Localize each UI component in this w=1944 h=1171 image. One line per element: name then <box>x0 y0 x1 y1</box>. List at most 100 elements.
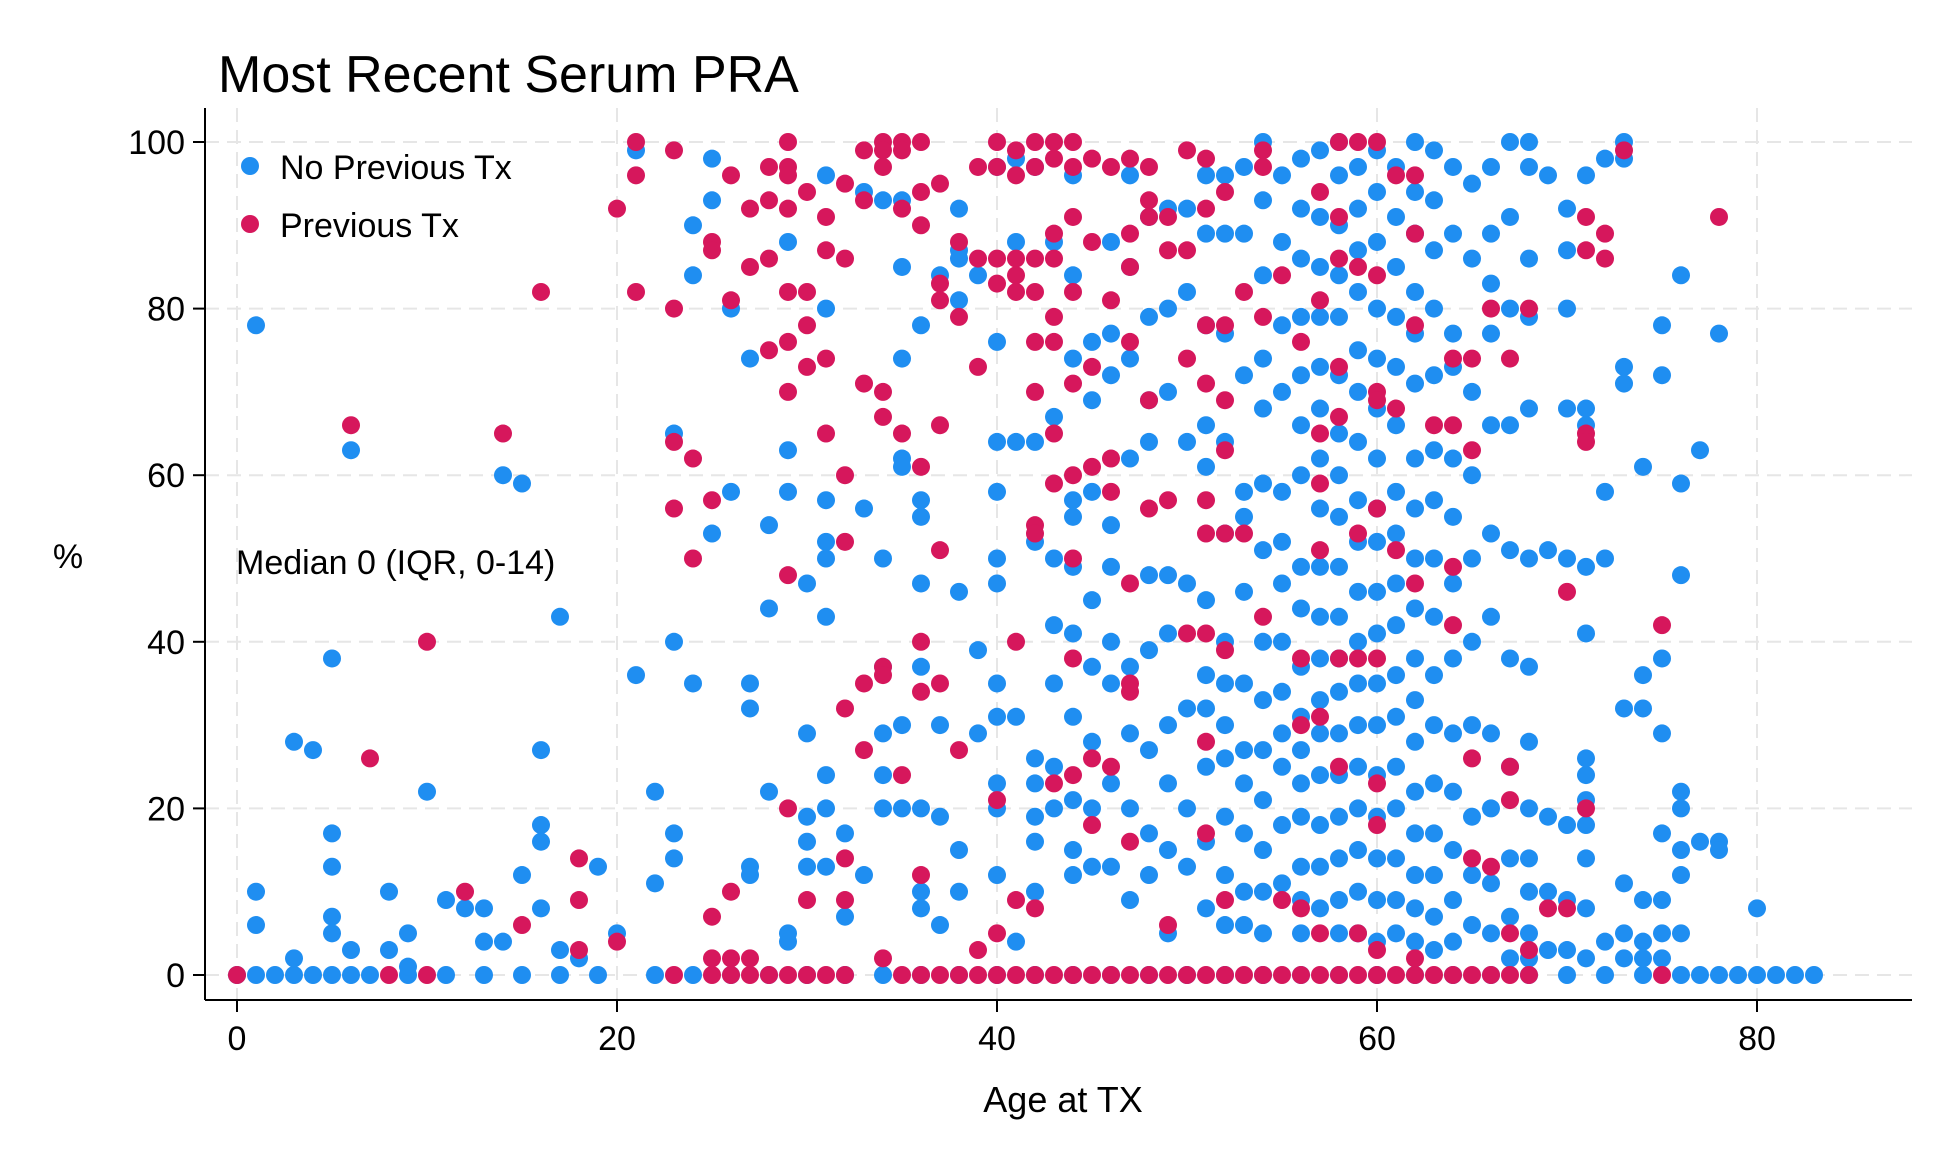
point-no-previous-tx <box>1045 757 1063 776</box>
point-no-previous-tx <box>1653 316 1671 335</box>
point-no-previous-tx <box>1121 724 1139 743</box>
point-no-previous-tx <box>1425 666 1443 685</box>
point-previous-tx <box>627 166 645 185</box>
point-no-previous-tx <box>1425 366 1443 385</box>
point-previous-tx <box>931 541 949 560</box>
point-no-previous-tx <box>1330 466 1348 485</box>
point-no-previous-tx <box>1273 724 1291 743</box>
point-previous-tx <box>1387 966 1405 984</box>
point-previous-tx <box>703 491 721 510</box>
point-no-previous-tx <box>1064 707 1082 726</box>
point-previous-tx <box>1235 524 1253 543</box>
point-previous-tx <box>1235 282 1253 301</box>
point-previous-tx <box>1007 166 1025 185</box>
point-no-previous-tx <box>247 316 265 335</box>
point-no-previous-tx <box>1216 224 1234 243</box>
point-no-previous-tx <box>874 799 892 818</box>
point-no-previous-tx <box>475 932 493 951</box>
point-no-previous-tx <box>1672 266 1690 285</box>
legend-marker-previous <box>241 215 259 233</box>
point-no-previous-tx <box>798 724 816 743</box>
point-previous-tx <box>779 566 797 585</box>
point-previous-tx <box>1197 524 1215 543</box>
point-previous-tx <box>1368 966 1386 984</box>
point-previous-tx <box>1197 199 1215 218</box>
point-no-previous-tx <box>722 482 740 501</box>
point-no-previous-tx <box>1577 749 1595 768</box>
point-no-previous-tx <box>475 966 493 984</box>
point-no-previous-tx <box>1197 224 1215 243</box>
point-no-previous-tx <box>684 966 702 984</box>
point-previous-tx <box>1064 549 1082 568</box>
point-previous-tx <box>1406 574 1424 593</box>
point-no-previous-tx <box>1273 874 1291 893</box>
point-previous-tx <box>893 141 911 160</box>
point-no-previous-tx <box>304 741 322 760</box>
point-no-previous-tx <box>1273 632 1291 651</box>
point-previous-tx <box>760 191 778 210</box>
point-no-previous-tx <box>1691 832 1709 851</box>
point-no-previous-tx <box>532 899 550 918</box>
median-annotation: Median 0 (IQR, 0-14) <box>236 544 555 582</box>
point-no-previous-tx <box>1273 382 1291 401</box>
point-previous-tx <box>969 157 987 176</box>
point-no-previous-tx <box>1520 849 1538 868</box>
point-no-previous-tx <box>1254 632 1272 651</box>
point-no-previous-tx <box>589 857 607 876</box>
point-no-previous-tx <box>1406 282 1424 301</box>
point-previous-tx <box>779 382 797 401</box>
point-no-previous-tx <box>1197 666 1215 685</box>
point-no-previous-tx <box>1178 574 1196 593</box>
point-previous-tx <box>1178 624 1196 643</box>
point-previous-tx <box>1026 966 1044 984</box>
point-previous-tx <box>760 249 778 268</box>
point-no-previous-tx <box>1349 799 1367 818</box>
point-no-previous-tx <box>1444 574 1462 593</box>
point-previous-tx <box>1102 157 1120 176</box>
point-no-previous-tx <box>1311 649 1329 668</box>
point-no-previous-tx <box>1482 874 1500 893</box>
point-no-previous-tx <box>1406 374 1424 393</box>
point-no-previous-tx <box>1501 949 1519 968</box>
point-no-previous-tx <box>760 599 778 618</box>
point-no-previous-tx <box>1102 632 1120 651</box>
point-no-previous-tx <box>1425 907 1443 926</box>
point-no-previous-tx <box>532 816 550 835</box>
point-no-previous-tx <box>1577 557 1595 576</box>
point-previous-tx <box>608 199 626 218</box>
point-no-previous-tx <box>1064 866 1082 885</box>
point-previous-tx <box>912 682 930 701</box>
point-previous-tx <box>1026 524 1044 543</box>
point-no-previous-tx <box>893 716 911 735</box>
point-previous-tx <box>1064 649 1082 668</box>
point-previous-tx <box>741 257 759 276</box>
point-previous-tx <box>1406 316 1424 335</box>
point-previous-tx <box>703 907 721 926</box>
point-previous-tx <box>1235 966 1253 984</box>
point-no-previous-tx <box>361 966 379 984</box>
point-no-previous-tx <box>1672 924 1690 943</box>
point-no-previous-tx <box>1368 716 1386 735</box>
point-previous-tx <box>1140 966 1158 984</box>
point-no-previous-tx <box>1292 249 1310 268</box>
point-previous-tx <box>1463 441 1481 460</box>
point-previous-tx <box>1102 757 1120 776</box>
point-no-previous-tx <box>1539 807 1557 826</box>
point-no-previous-tx <box>1235 741 1253 760</box>
point-no-previous-tx <box>1558 816 1576 835</box>
point-previous-tx <box>1501 349 1519 368</box>
point-previous-tx <box>1330 757 1348 776</box>
point-no-previous-tx <box>1197 166 1215 185</box>
point-no-previous-tx <box>798 832 816 851</box>
point-no-previous-tx <box>1235 507 1253 526</box>
point-previous-tx <box>1007 141 1025 160</box>
point-previous-tx <box>931 674 949 693</box>
point-no-previous-tx <box>1311 816 1329 835</box>
point-previous-tx <box>1216 441 1234 460</box>
point-previous-tx <box>418 966 436 984</box>
point-previous-tx <box>969 249 987 268</box>
point-no-previous-tx <box>1520 799 1538 818</box>
point-no-previous-tx <box>1520 657 1538 676</box>
point-previous-tx <box>1007 266 1025 285</box>
point-previous-tx <box>1444 616 1462 635</box>
